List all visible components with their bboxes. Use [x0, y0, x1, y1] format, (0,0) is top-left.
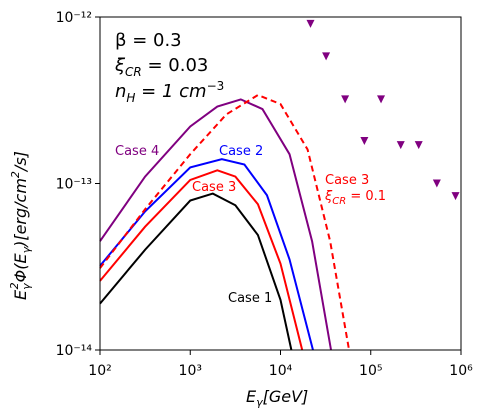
annotation: nH = 1 cm−3	[115, 79, 224, 105]
line	[99, 93, 351, 351]
x-axis-label: Eγ[GeV]	[246, 387, 308, 409]
upper-limit-marker	[396, 141, 405, 150]
upper-limit-marker	[322, 52, 331, 61]
annotation: ξCR = 0.03	[114, 55, 208, 79]
series-label: Case 2	[219, 144, 263, 159]
upper-limit-marker	[414, 141, 423, 150]
line	[99, 169, 304, 351]
x-tick-label: 10⁶	[449, 363, 473, 379]
x-tick-label: 10⁵	[359, 363, 382, 379]
y-tick-label: 10⁻¹³	[56, 177, 92, 193]
x-tick-label: 10²	[88, 363, 111, 379]
line	[99, 192, 293, 351]
annotation: β = 0.3	[115, 30, 182, 51]
x-tick-label: 10³	[179, 363, 202, 379]
series-label: Case 4	[115, 144, 159, 159]
upper-limit-marker	[432, 179, 441, 188]
upper-limit-marker	[377, 95, 386, 104]
series-label: Case 3	[192, 180, 236, 195]
y-tick-label: 10⁻¹²	[56, 10, 92, 26]
upper-limit-marker	[451, 192, 460, 201]
plot-area	[99, 19, 460, 351]
series-label: Case 3	[325, 173, 369, 188]
line	[99, 158, 314, 351]
upper-limit-marker	[341, 95, 350, 104]
annotation: ξCR = 0.1	[324, 189, 386, 207]
upper-limit-marker	[360, 136, 369, 145]
y-tick-label: 10⁻¹⁴	[56, 343, 93, 359]
line	[99, 98, 333, 351]
upper-limit-marker	[306, 19, 315, 28]
x-tick-label: 10⁴	[269, 363, 293, 379]
y-axis-label: Eγ2Φ(Eγ)[erg/cm2/s]	[8, 151, 33, 300]
series-label: Case 1	[228, 291, 272, 306]
